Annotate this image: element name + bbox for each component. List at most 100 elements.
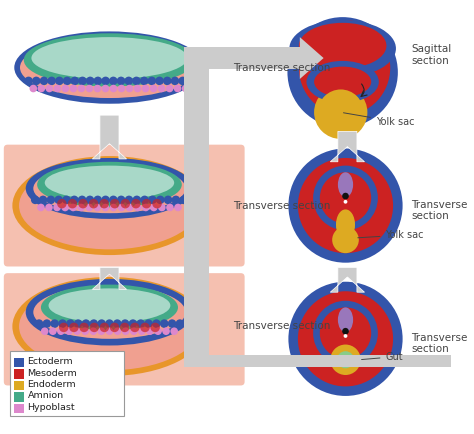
Circle shape <box>140 322 150 332</box>
Polygon shape <box>92 115 127 159</box>
Bar <box>14 392 24 401</box>
Circle shape <box>117 196 126 204</box>
Circle shape <box>163 77 172 85</box>
Circle shape <box>298 158 393 253</box>
Circle shape <box>49 327 56 335</box>
Circle shape <box>93 204 101 211</box>
Circle shape <box>78 77 87 85</box>
Circle shape <box>133 196 141 204</box>
Circle shape <box>14 201 24 210</box>
Circle shape <box>170 327 178 335</box>
Circle shape <box>180 196 188 204</box>
Circle shape <box>150 322 160 332</box>
Circle shape <box>130 322 140 332</box>
Circle shape <box>144 319 153 328</box>
Bar <box>14 369 24 379</box>
Circle shape <box>85 204 93 211</box>
Circle shape <box>69 322 79 332</box>
Ellipse shape <box>48 288 170 322</box>
Circle shape <box>146 327 154 335</box>
Text: Transverse section: Transverse section <box>233 201 330 210</box>
Circle shape <box>181 322 190 331</box>
Ellipse shape <box>33 164 186 213</box>
Circle shape <box>121 319 129 328</box>
Circle shape <box>114 327 121 335</box>
Circle shape <box>147 77 156 85</box>
Circle shape <box>140 77 148 85</box>
Circle shape <box>90 327 97 335</box>
Circle shape <box>14 322 24 331</box>
Circle shape <box>69 204 77 211</box>
Circle shape <box>154 327 162 335</box>
Circle shape <box>78 196 86 204</box>
Circle shape <box>31 196 39 204</box>
Text: Endoderm: Endoderm <box>27 380 76 389</box>
Circle shape <box>109 85 117 92</box>
Circle shape <box>173 201 183 210</box>
Circle shape <box>152 199 162 208</box>
Text: Gut: Gut <box>362 352 403 362</box>
Circle shape <box>50 319 59 328</box>
Circle shape <box>79 322 89 331</box>
Circle shape <box>123 201 132 210</box>
Circle shape <box>86 77 94 85</box>
Circle shape <box>137 319 145 328</box>
Circle shape <box>109 201 118 210</box>
Ellipse shape <box>20 37 199 98</box>
Circle shape <box>94 322 103 331</box>
Text: Transverse
section: Transverse section <box>411 200 467 221</box>
Circle shape <box>166 322 176 331</box>
Ellipse shape <box>336 209 355 240</box>
Text: Transverse section: Transverse section <box>233 62 330 72</box>
Circle shape <box>90 319 98 328</box>
Text: Amnion: Amnion <box>27 391 64 401</box>
Ellipse shape <box>289 20 396 77</box>
Circle shape <box>109 77 118 85</box>
Circle shape <box>72 322 82 331</box>
Circle shape <box>174 85 182 92</box>
Circle shape <box>131 199 141 208</box>
Circle shape <box>318 89 364 135</box>
Ellipse shape <box>19 283 200 370</box>
Circle shape <box>158 85 165 92</box>
Ellipse shape <box>19 162 200 250</box>
Ellipse shape <box>26 158 193 219</box>
Circle shape <box>47 77 56 85</box>
Circle shape <box>43 322 53 331</box>
Circle shape <box>63 77 72 85</box>
Circle shape <box>287 17 398 128</box>
Circle shape <box>152 201 161 210</box>
Circle shape <box>65 327 73 335</box>
Text: Sagittal
section: Sagittal section <box>411 44 451 66</box>
Circle shape <box>74 319 82 328</box>
Circle shape <box>59 322 69 332</box>
Circle shape <box>89 199 98 208</box>
Circle shape <box>126 204 133 211</box>
Circle shape <box>126 85 133 92</box>
Circle shape <box>86 85 93 92</box>
Circle shape <box>37 85 45 92</box>
Circle shape <box>105 319 114 328</box>
Circle shape <box>70 85 77 92</box>
Circle shape <box>313 166 378 230</box>
Circle shape <box>128 319 137 328</box>
Circle shape <box>65 201 74 210</box>
Circle shape <box>134 204 141 211</box>
Circle shape <box>313 301 378 365</box>
Circle shape <box>77 204 85 211</box>
Circle shape <box>320 172 371 224</box>
FancyBboxPatch shape <box>4 273 245 385</box>
Circle shape <box>62 196 71 204</box>
Circle shape <box>173 322 183 331</box>
Circle shape <box>142 199 151 208</box>
Circle shape <box>155 77 164 85</box>
Circle shape <box>159 201 168 210</box>
Circle shape <box>93 196 102 204</box>
Polygon shape <box>184 69 210 368</box>
Circle shape <box>62 85 69 92</box>
Ellipse shape <box>45 166 174 200</box>
Ellipse shape <box>338 172 353 197</box>
Circle shape <box>120 322 129 332</box>
Circle shape <box>82 327 89 335</box>
Circle shape <box>78 199 88 208</box>
